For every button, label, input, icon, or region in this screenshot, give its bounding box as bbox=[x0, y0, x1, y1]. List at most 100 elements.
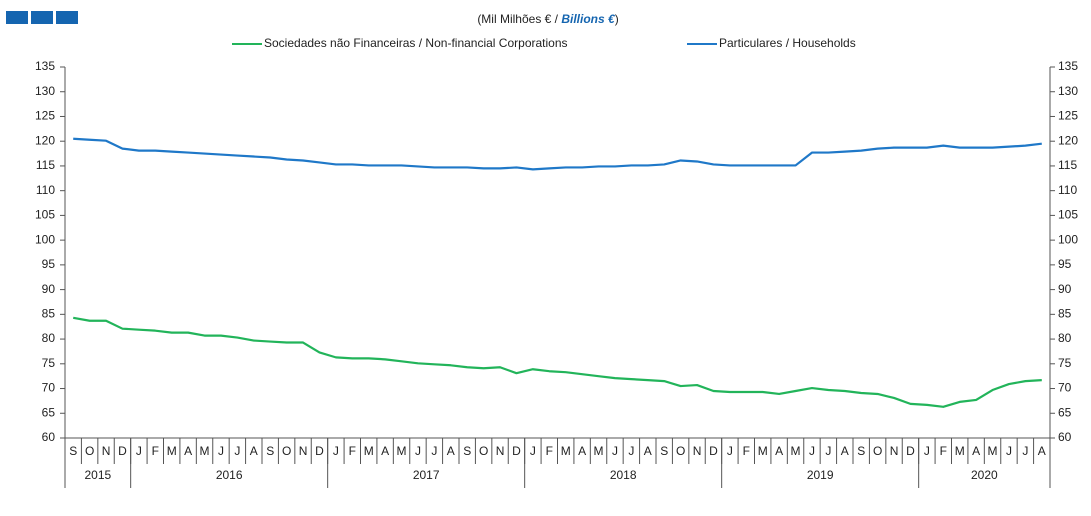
logo-block bbox=[56, 11, 78, 24]
x-tick-label: S bbox=[266, 444, 274, 458]
x-tick-label: D bbox=[906, 444, 915, 458]
y2-tick-label: 130 bbox=[1058, 84, 1078, 98]
y-tick-label: 95 bbox=[42, 257, 56, 271]
x-tick-label: M bbox=[397, 444, 407, 458]
year-label: 2018 bbox=[610, 468, 637, 482]
x-tick-label: J bbox=[628, 444, 634, 458]
y2-tick-label: 60 bbox=[1058, 430, 1072, 444]
x-tick-label: M bbox=[988, 444, 998, 458]
y-tick-label: 70 bbox=[42, 381, 56, 395]
x-tick-label: D bbox=[118, 444, 127, 458]
y2-tick-label: 70 bbox=[1058, 381, 1072, 395]
year-label: 2017 bbox=[413, 468, 440, 482]
x-tick-label: A bbox=[841, 444, 849, 458]
x-tick-label: F bbox=[940, 444, 947, 458]
subtitle-end: ) bbox=[615, 12, 619, 26]
y-tick-label: 85 bbox=[42, 307, 56, 321]
subtitle-en: Billions € bbox=[561, 12, 616, 26]
x-tick-label: J bbox=[415, 444, 421, 458]
y2-tick-label: 120 bbox=[1058, 133, 1078, 147]
x-tick-label: N bbox=[693, 444, 702, 458]
x-tick-label: J bbox=[1022, 444, 1028, 458]
x-tick-label: N bbox=[299, 444, 308, 458]
subtitle-pt: (Mil Milhões € / bbox=[477, 12, 561, 26]
x-tick-label: A bbox=[447, 444, 455, 458]
x-tick-label: A bbox=[972, 444, 980, 458]
x-tick-label: A bbox=[1038, 444, 1046, 458]
x-tick-label: M bbox=[955, 444, 965, 458]
x-tick-label: F bbox=[546, 444, 553, 458]
y-tick-label: 75 bbox=[42, 356, 56, 370]
x-tick-label: N bbox=[102, 444, 111, 458]
y-tick-label: 125 bbox=[35, 109, 55, 123]
y2-tick-label: 100 bbox=[1058, 232, 1078, 246]
x-tick-label: M bbox=[364, 444, 374, 458]
x-tick-label: A bbox=[184, 444, 192, 458]
y-tick-label: 80 bbox=[42, 331, 56, 345]
y2-tick-label: 105 bbox=[1058, 208, 1078, 222]
x-tick-label: J bbox=[727, 444, 733, 458]
x-tick-label: D bbox=[709, 444, 718, 458]
x-tick-label: F bbox=[743, 444, 750, 458]
x-tick-label: M bbox=[791, 444, 801, 458]
x-tick-label: F bbox=[152, 444, 159, 458]
x-tick-label: D bbox=[315, 444, 324, 458]
x-tick-label: D bbox=[512, 444, 521, 458]
x-tick-label: A bbox=[578, 444, 586, 458]
x-tick-label: A bbox=[250, 444, 258, 458]
y-tick-label: 90 bbox=[42, 282, 56, 296]
y2-tick-label: 65 bbox=[1058, 405, 1072, 419]
x-tick-label: J bbox=[530, 444, 536, 458]
y2-tick-label: 135 bbox=[1058, 59, 1078, 73]
x-tick-label: M bbox=[200, 444, 210, 458]
subtitle: (Mil Milhões € / Billions €) bbox=[477, 12, 618, 26]
y2-tick-label: 75 bbox=[1058, 356, 1072, 370]
series-line bbox=[73, 316, 1042, 408]
x-tick-label: M bbox=[167, 444, 177, 458]
x-tick-label: J bbox=[1006, 444, 1012, 458]
legend-label: Sociedades não Financeiras / Non-financi… bbox=[264, 36, 568, 50]
x-tick-label: J bbox=[431, 444, 437, 458]
y-tick-label: 120 bbox=[35, 133, 55, 147]
y2-tick-label: 110 bbox=[1058, 183, 1077, 197]
y2-tick-label: 95 bbox=[1058, 257, 1072, 271]
x-tick-label: J bbox=[809, 444, 815, 458]
x-tick-label: A bbox=[775, 444, 783, 458]
year-label: 2019 bbox=[807, 468, 834, 482]
y2-tick-label: 125 bbox=[1058, 109, 1078, 123]
x-tick-label: S bbox=[69, 444, 77, 458]
x-tick-label: J bbox=[924, 444, 930, 458]
y-tick-label: 135 bbox=[35, 59, 55, 73]
x-tick-label: O bbox=[479, 444, 488, 458]
x-tick-label: S bbox=[857, 444, 865, 458]
series-line bbox=[73, 137, 1042, 171]
x-tick-label: M bbox=[561, 444, 571, 458]
x-tick-label: A bbox=[381, 444, 389, 458]
x-tick-label: A bbox=[644, 444, 652, 458]
year-label: 2020 bbox=[971, 468, 998, 482]
x-tick-label: J bbox=[234, 444, 240, 458]
y2-tick-label: 115 bbox=[1058, 158, 1077, 172]
x-tick-label: S bbox=[660, 444, 668, 458]
y2-tick-label: 80 bbox=[1058, 331, 1072, 345]
y-tick-label: 110 bbox=[36, 183, 55, 197]
x-tick-label: N bbox=[890, 444, 899, 458]
y-tick-label: 100 bbox=[35, 232, 55, 246]
logo-block bbox=[31, 11, 53, 24]
year-label: 2016 bbox=[216, 468, 243, 482]
x-tick-label: N bbox=[496, 444, 505, 458]
y-tick-label: 130 bbox=[35, 84, 55, 98]
x-tick-label: J bbox=[612, 444, 618, 458]
x-tick-label: O bbox=[85, 444, 94, 458]
x-tick-label: M bbox=[758, 444, 768, 458]
y2-tick-label: 90 bbox=[1058, 282, 1072, 296]
x-tick-label: S bbox=[463, 444, 471, 458]
y-tick-label: 60 bbox=[42, 430, 56, 444]
x-tick-label: O bbox=[676, 444, 685, 458]
y-tick-label: 115 bbox=[36, 158, 55, 172]
logo-block bbox=[6, 11, 28, 24]
x-tick-label: O bbox=[873, 444, 882, 458]
x-tick-label: M bbox=[594, 444, 604, 458]
x-tick-label: J bbox=[825, 444, 831, 458]
